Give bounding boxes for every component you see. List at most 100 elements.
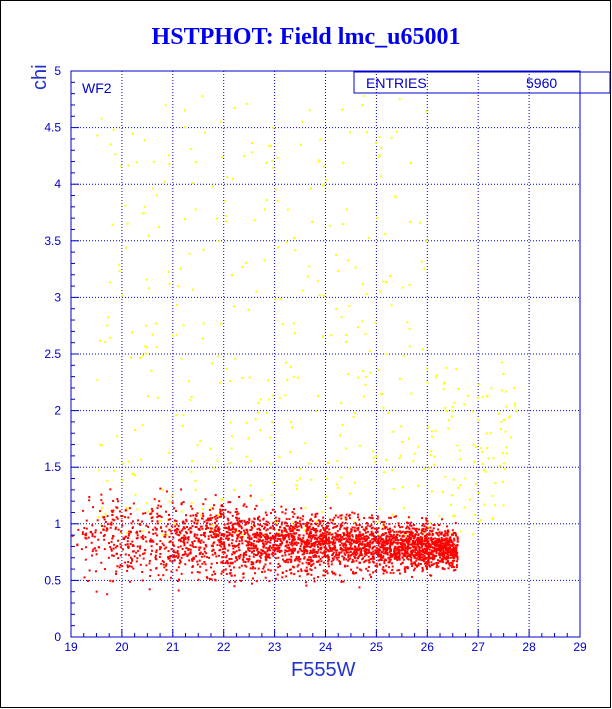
data-point	[247, 437, 250, 440]
data-point	[508, 416, 511, 419]
data-point	[394, 554, 397, 557]
data-point	[180, 502, 183, 505]
data-point	[474, 483, 477, 486]
data-point	[232, 551, 235, 554]
data-point	[226, 560, 229, 563]
data-point	[425, 550, 428, 553]
data-point	[248, 540, 251, 543]
data-point	[155, 558, 158, 561]
data-point	[379, 540, 382, 543]
data-point	[345, 527, 348, 530]
data-point	[443, 381, 446, 384]
data-point	[364, 375, 367, 378]
data-point	[433, 524, 436, 527]
data-point	[293, 512, 296, 515]
data-point	[443, 534, 446, 537]
data-point	[212, 542, 215, 545]
data-point	[284, 521, 287, 524]
data-point	[370, 524, 373, 527]
data-point	[423, 552, 426, 555]
data-point	[270, 546, 273, 549]
data-point	[453, 539, 456, 542]
data-point	[169, 576, 172, 579]
data-point	[169, 559, 172, 562]
data-point	[436, 549, 439, 552]
data-point	[357, 528, 360, 531]
data-point	[452, 478, 455, 481]
data-point	[412, 555, 415, 558]
data-point	[341, 423, 344, 426]
data-point	[85, 519, 88, 522]
data-point	[359, 538, 362, 541]
y-tick-label: 3.5	[44, 234, 61, 248]
data-point	[231, 544, 234, 547]
data-point	[297, 555, 300, 558]
data-point	[412, 460, 415, 463]
data-point	[428, 551, 431, 554]
data-point	[264, 208, 267, 211]
data-point	[183, 522, 186, 525]
data-point	[229, 421, 232, 424]
data-point	[325, 495, 328, 498]
data-point	[276, 573, 279, 576]
data-point	[402, 535, 405, 538]
data-point	[243, 520, 246, 523]
data-point	[203, 550, 206, 553]
data-point	[405, 556, 408, 559]
data-point	[444, 539, 447, 542]
data-point	[135, 560, 138, 563]
data-point	[162, 574, 165, 577]
data-point	[485, 432, 488, 435]
data-point	[136, 557, 139, 560]
data-point	[282, 537, 285, 540]
data-point	[225, 554, 228, 557]
data-point	[255, 561, 258, 564]
data-point	[359, 552, 362, 555]
data-point	[229, 511, 232, 514]
data-point	[216, 217, 219, 220]
data-point	[435, 566, 438, 569]
data-point	[404, 547, 407, 550]
data-point	[347, 559, 350, 562]
data-point	[259, 556, 262, 559]
data-point	[503, 418, 506, 421]
data-point	[211, 507, 214, 510]
data-point	[278, 520, 281, 523]
data-point	[113, 519, 116, 522]
data-point	[238, 523, 241, 526]
data-point	[359, 554, 362, 557]
data-point	[127, 460, 130, 463]
data-point	[348, 304, 351, 307]
data-point	[309, 534, 312, 537]
data-point	[174, 414, 177, 417]
data-point	[426, 545, 429, 548]
data-point	[265, 533, 268, 536]
data-point	[233, 585, 236, 588]
data-point	[385, 536, 388, 539]
data-point	[251, 520, 254, 523]
data-point	[401, 548, 404, 551]
data-point	[290, 555, 293, 558]
data-point	[233, 551, 236, 554]
data-point	[394, 557, 397, 560]
data-point	[362, 395, 365, 398]
data-point	[271, 394, 274, 397]
data-point	[454, 533, 457, 536]
data-point	[202, 322, 205, 325]
data-point	[271, 551, 274, 554]
data-point	[112, 509, 115, 512]
data-point	[430, 430, 433, 433]
data-point	[341, 108, 344, 111]
data-point	[231, 561, 234, 564]
data-point	[263, 565, 266, 568]
data-point	[247, 547, 250, 550]
data-point	[233, 552, 236, 555]
data-point	[274, 510, 277, 513]
data-point	[450, 532, 453, 535]
data-point	[415, 552, 418, 555]
data-point	[180, 529, 183, 532]
data-point	[447, 419, 450, 422]
data-point	[456, 538, 459, 541]
data-point	[281, 554, 284, 557]
data-point	[131, 472, 134, 475]
